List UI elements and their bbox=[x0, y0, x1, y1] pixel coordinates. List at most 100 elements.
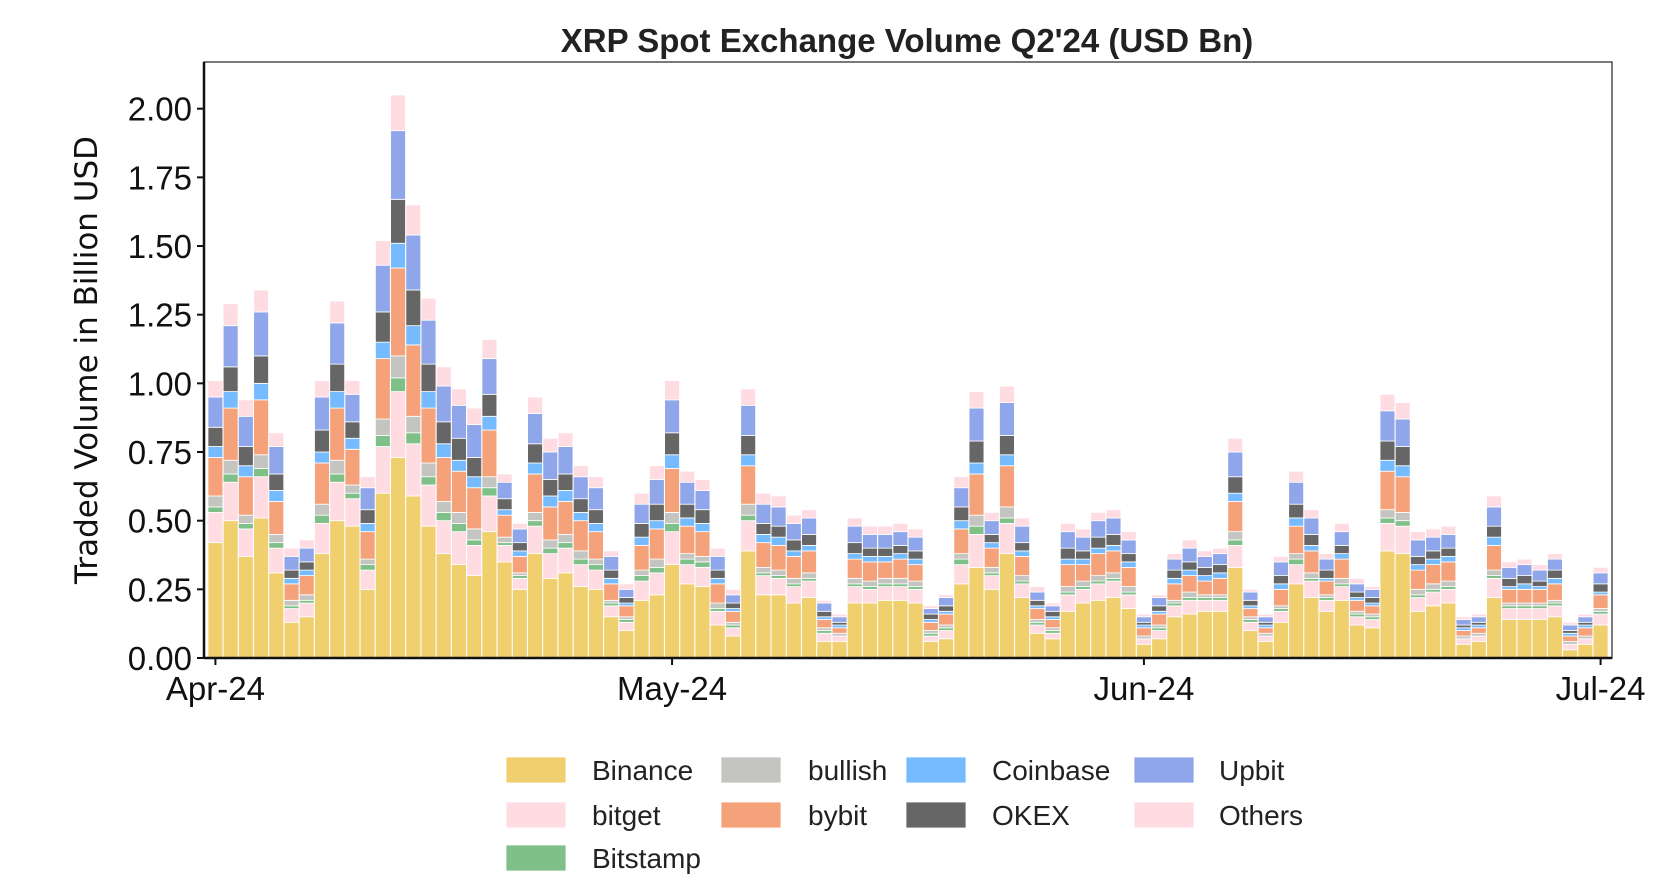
bar-segment-bybit bbox=[633, 544, 650, 571]
bar-segment-upbit bbox=[1166, 558, 1183, 571]
bar-segment-bitget bbox=[1181, 599, 1198, 615]
legend-item-bybit: bybit bbox=[720, 800, 867, 831]
bar-segment-bitstamp bbox=[1105, 577, 1122, 582]
bar-segment-coinbase bbox=[1531, 586, 1548, 590]
bar-segment-bullish bbox=[1318, 594, 1335, 598]
legend-swatch bbox=[1133, 756, 1195, 784]
bar-segment-others bbox=[1577, 613, 1594, 618]
y-tick-label: 2.00 bbox=[128, 91, 192, 128]
bar-segment-bitget bbox=[511, 577, 528, 590]
bar-stack bbox=[1470, 613, 1487, 659]
bar-segment-bitget bbox=[451, 531, 467, 566]
bar-segment-coinbase bbox=[816, 616, 833, 620]
bar-stack bbox=[633, 492, 650, 659]
bar-segment-okex bbox=[298, 561, 315, 571]
bar-segment-bitstamp bbox=[451, 523, 467, 533]
bar-segment-bitget bbox=[892, 586, 909, 601]
bar-segment-bullish bbox=[283, 599, 300, 607]
bar-segment-okex bbox=[1029, 599, 1046, 607]
bar-segment-upbit bbox=[922, 608, 939, 615]
bar-segment-okex bbox=[207, 426, 224, 447]
bar-segment-upbit bbox=[1562, 624, 1578, 631]
bar-segment-coinbase bbox=[1562, 632, 1578, 637]
bar-segment-bybit bbox=[785, 555, 802, 579]
bar-segment-okex bbox=[1349, 591, 1365, 598]
bar-segment-bullish bbox=[207, 495, 224, 508]
bar-segment-coinbase bbox=[725, 608, 741, 612]
bar-segment-upbit bbox=[1333, 531, 1350, 546]
bar-stack bbox=[1090, 512, 1107, 659]
bar-segment-coinbase bbox=[496, 509, 513, 516]
bar-segment-bullish bbox=[1136, 635, 1152, 640]
bar-stack bbox=[390, 94, 406, 659]
bar-segment-bitget bbox=[1440, 588, 1457, 604]
bar-segment-bitstamp bbox=[1044, 630, 1061, 634]
bar-segment-binance bbox=[420, 525, 437, 659]
bar-segment-bitstamp bbox=[511, 575, 528, 579]
bar-segment-bullish bbox=[1394, 512, 1411, 522]
bar-segment-others bbox=[572, 465, 589, 478]
bar-segment-okex bbox=[618, 597, 635, 604]
bar-segment-bullish bbox=[1592, 608, 1609, 612]
bar-segment-bullish bbox=[527, 512, 543, 522]
bar-segment-bullish bbox=[314, 503, 330, 516]
bar-segment-okex bbox=[1486, 525, 1502, 538]
bar-segment-bitstamp bbox=[770, 575, 787, 579]
bar-segment-bullish bbox=[983, 566, 1000, 574]
bar-segment-bitstamp bbox=[785, 583, 802, 587]
bar-segment-bitstamp bbox=[648, 566, 665, 574]
bar-stack bbox=[816, 599, 833, 659]
bar-segment-others bbox=[298, 539, 315, 549]
bar-segment-bitstamp bbox=[1379, 517, 1396, 524]
bar-segment-bitstamp bbox=[1166, 602, 1183, 607]
y-axis-label: Traded Volume in Billion USD bbox=[69, 136, 105, 585]
bar-segment-binance bbox=[466, 575, 483, 659]
bar-segment-okex bbox=[877, 547, 894, 557]
bar-segment-upbit bbox=[207, 396, 224, 428]
bar-segment-upbit bbox=[1318, 558, 1335, 571]
bar-segment-bitstamp bbox=[1288, 558, 1305, 566]
bar-segment-upbit bbox=[1410, 539, 1426, 557]
bar-segment-bybit bbox=[283, 583, 300, 601]
bar-segment-bitstamp bbox=[1303, 577, 1320, 582]
bar-stack bbox=[953, 476, 970, 659]
bar-segment-upbit bbox=[405, 234, 422, 291]
bar-segment-bullish bbox=[435, 501, 452, 513]
bar-stack bbox=[1120, 531, 1137, 659]
bar-segment-binance bbox=[618, 630, 635, 659]
bar-segment-bullish bbox=[633, 569, 650, 577]
bar-segment-upbit bbox=[999, 402, 1015, 436]
bar-segment-binance bbox=[435, 553, 452, 659]
bar-segment-okex bbox=[451, 437, 467, 461]
bar-segment-bybit bbox=[999, 465, 1015, 508]
bar-segment-bybit bbox=[664, 468, 680, 513]
bar-segment-binance bbox=[1379, 550, 1396, 659]
bar-segment-upbit bbox=[1105, 517, 1122, 535]
bar-segment-bitstamp bbox=[1592, 610, 1609, 615]
bar-segment-okex bbox=[359, 509, 376, 524]
bar-segment-coinbase bbox=[618, 602, 635, 607]
bar-segment-bitget bbox=[1516, 608, 1533, 620]
bar-segment-bitstamp bbox=[238, 523, 254, 530]
bar-segment-bitget bbox=[359, 569, 376, 590]
legend-swatch bbox=[720, 756, 782, 784]
bar-stack bbox=[1029, 586, 1046, 659]
bar-segment-coinbase bbox=[1470, 624, 1487, 629]
legend-label: OKEX bbox=[992, 800, 1070, 831]
bar-stack bbox=[1044, 602, 1061, 659]
bar-stack bbox=[268, 432, 285, 659]
bar-segment-bybit bbox=[1425, 564, 1442, 585]
bar-segment-bitstamp bbox=[603, 602, 620, 607]
bar-segment-bullish bbox=[938, 624, 954, 629]
bar-segment-bullish bbox=[770, 569, 787, 577]
bar-segment-bullish bbox=[1044, 627, 1061, 631]
bar-segment-bitstamp bbox=[374, 435, 391, 447]
bar-stack bbox=[1196, 550, 1213, 659]
bar-segment-binance bbox=[588, 588, 604, 659]
bar-segment-binance bbox=[1029, 632, 1046, 659]
bar-segment-binance bbox=[405, 495, 422, 659]
bar-segment-bullish bbox=[1455, 635, 1472, 640]
bar-segment-upbit bbox=[1120, 539, 1137, 555]
bar-segment-coinbase bbox=[770, 536, 787, 546]
bar-segment-bybit bbox=[1455, 630, 1472, 637]
